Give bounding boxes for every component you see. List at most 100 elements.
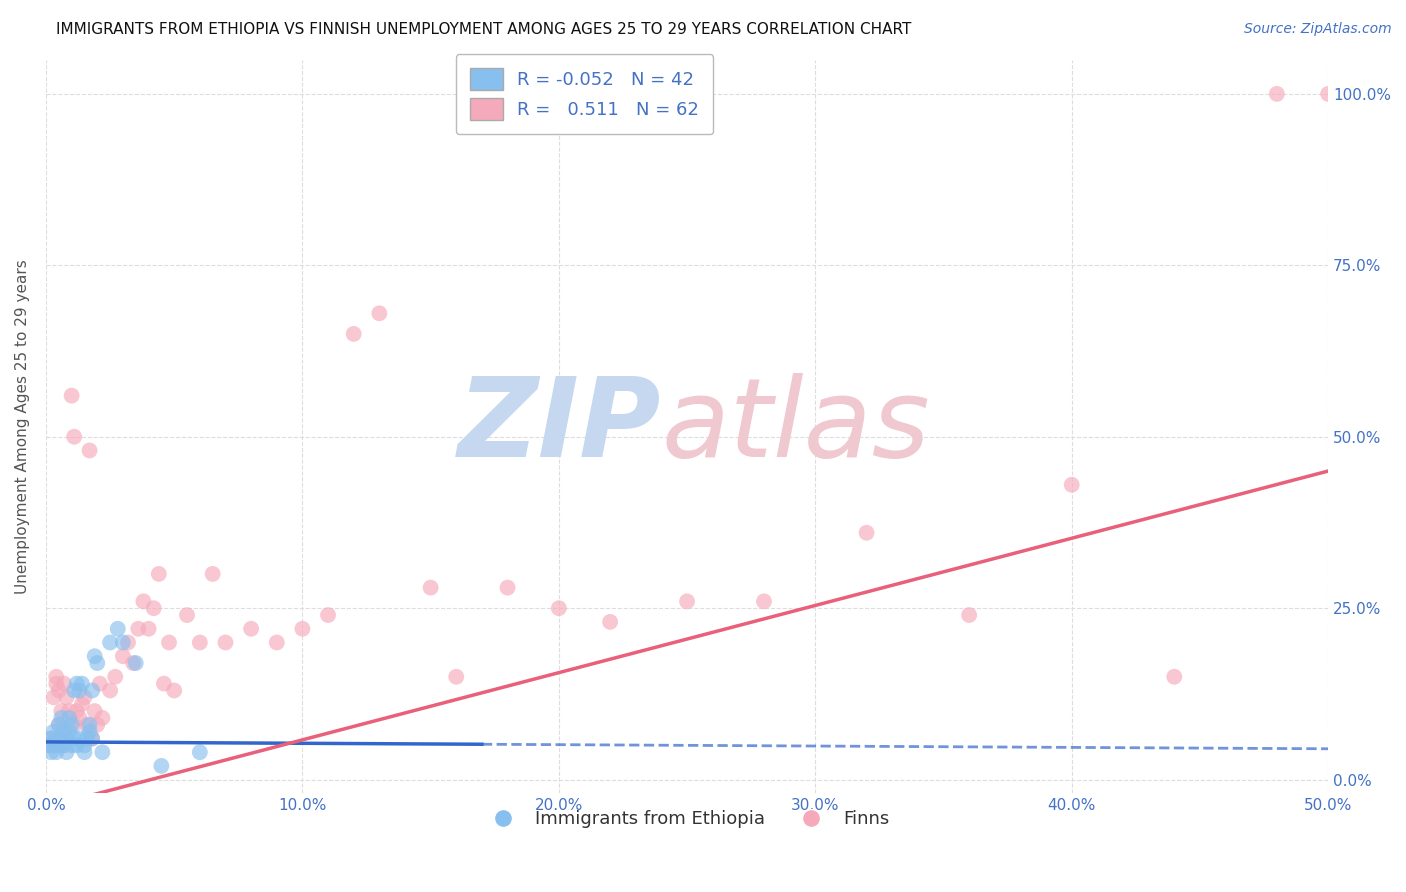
Point xyxy=(291,622,314,636)
Legend: Immigrants from Ethiopia, Finns: Immigrants from Ethiopia, Finns xyxy=(478,803,897,836)
Point xyxy=(42,690,65,705)
Point xyxy=(86,656,108,670)
Point xyxy=(111,649,134,664)
Point xyxy=(51,711,73,725)
Point xyxy=(67,731,90,746)
Point xyxy=(446,670,468,684)
Point xyxy=(599,615,621,629)
Point xyxy=(79,443,101,458)
Point xyxy=(266,635,288,649)
Point xyxy=(73,739,96,753)
Point xyxy=(98,683,121,698)
Point xyxy=(58,704,80,718)
Point xyxy=(343,326,366,341)
Point xyxy=(45,731,67,746)
Point xyxy=(122,656,145,670)
Point xyxy=(60,718,83,732)
Point xyxy=(67,683,90,698)
Point xyxy=(48,718,70,732)
Point xyxy=(79,718,101,732)
Text: ZIP: ZIP xyxy=(458,373,661,480)
Point xyxy=(82,731,104,746)
Point xyxy=(676,594,699,608)
Point xyxy=(1317,87,1340,101)
Point xyxy=(1163,670,1185,684)
Point xyxy=(188,745,211,759)
Point xyxy=(60,389,83,403)
Text: atlas: atlas xyxy=(661,373,929,480)
Point xyxy=(117,635,139,649)
Text: Source: ZipAtlas.com: Source: ZipAtlas.com xyxy=(1244,22,1392,37)
Text: IMMIGRANTS FROM ETHIOPIA VS FINNISH UNEMPLOYMENT AMONG AGES 25 TO 29 YEARS CORRE: IMMIGRANTS FROM ETHIOPIA VS FINNISH UNEM… xyxy=(56,22,911,37)
Point xyxy=(91,745,114,759)
Point xyxy=(176,608,198,623)
Point xyxy=(52,739,75,753)
Point xyxy=(48,718,70,732)
Point xyxy=(39,731,62,746)
Point xyxy=(66,676,89,690)
Point xyxy=(55,745,77,759)
Point xyxy=(60,739,83,753)
Point xyxy=(76,718,98,732)
Point xyxy=(132,594,155,608)
Point xyxy=(201,566,224,581)
Point xyxy=(957,608,980,623)
Point xyxy=(104,670,127,684)
Point xyxy=(148,566,170,581)
Point xyxy=(214,635,236,649)
Point xyxy=(39,745,62,759)
Point xyxy=(51,731,73,746)
Point xyxy=(1060,477,1083,491)
Point xyxy=(368,306,391,320)
Point xyxy=(188,635,211,649)
Point xyxy=(1265,87,1288,101)
Point xyxy=(855,525,877,540)
Point xyxy=(107,622,129,636)
Point xyxy=(163,683,186,698)
Point xyxy=(89,676,111,690)
Point xyxy=(138,622,160,636)
Point xyxy=(55,690,77,705)
Point xyxy=(45,670,67,684)
Point xyxy=(52,676,75,690)
Point xyxy=(55,731,77,746)
Point xyxy=(66,704,89,718)
Point xyxy=(45,745,67,759)
Point xyxy=(48,739,70,753)
Point xyxy=(38,739,60,753)
Point xyxy=(42,739,65,753)
Point xyxy=(752,594,775,608)
Point xyxy=(125,656,148,670)
Point xyxy=(111,635,134,649)
Point xyxy=(83,649,105,664)
Point xyxy=(82,731,104,746)
Point xyxy=(38,739,60,753)
Point xyxy=(127,622,149,636)
Point xyxy=(70,676,93,690)
Y-axis label: Unemployment Among Ages 25 to 29 years: Unemployment Among Ages 25 to 29 years xyxy=(15,259,30,594)
Point xyxy=(52,724,75,739)
Point xyxy=(76,731,98,746)
Point xyxy=(63,718,86,732)
Point xyxy=(63,430,86,444)
Point xyxy=(52,739,75,753)
Point xyxy=(547,601,569,615)
Point xyxy=(86,718,108,732)
Point xyxy=(63,683,86,698)
Point xyxy=(98,635,121,649)
Point xyxy=(66,739,89,753)
Point xyxy=(67,711,90,725)
Point xyxy=(45,676,67,690)
Point xyxy=(153,676,176,690)
Point xyxy=(150,759,173,773)
Point xyxy=(73,690,96,705)
Point xyxy=(63,731,86,746)
Point xyxy=(316,608,339,623)
Point xyxy=(496,581,519,595)
Point xyxy=(82,683,104,698)
Point xyxy=(58,711,80,725)
Point xyxy=(58,724,80,739)
Point xyxy=(42,724,65,739)
Point xyxy=(240,622,263,636)
Point xyxy=(91,711,114,725)
